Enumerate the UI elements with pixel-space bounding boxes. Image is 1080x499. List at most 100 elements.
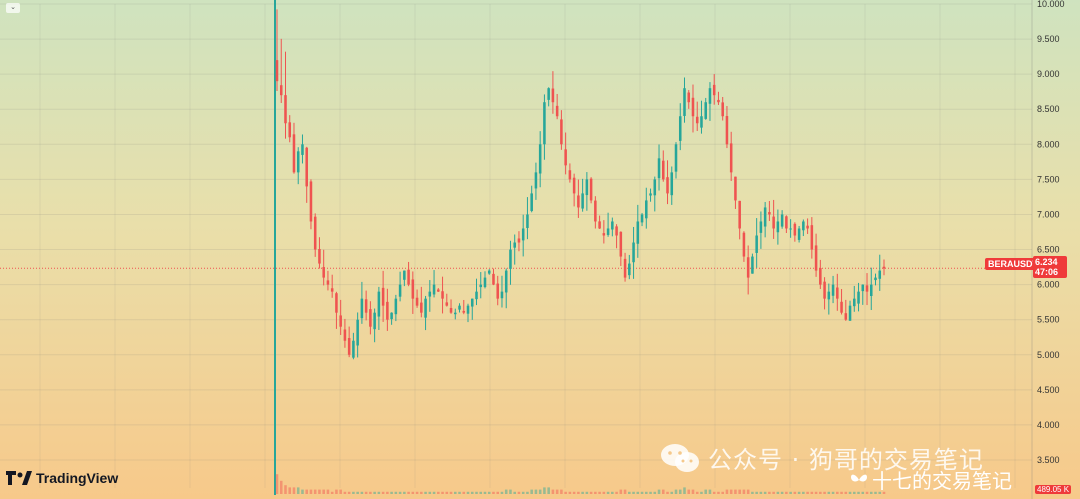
- candle-body: [373, 312, 376, 330]
- volume-bar: [678, 489, 682, 494]
- volume-bar: [347, 491, 351, 494]
- candle-body: [454, 312, 457, 315]
- candle-body: [861, 284, 865, 292]
- candle-body: [526, 214, 529, 229]
- volume-bar: [492, 491, 495, 494]
- volume-bar: [479, 491, 483, 494]
- y-tick-label: 8.500: [1037, 104, 1060, 114]
- candle-body: [793, 223, 797, 236]
- volume-bar: [653, 491, 657, 494]
- volume-bar: [598, 491, 601, 494]
- last-price-box: 6.234 47:06: [1033, 256, 1067, 278]
- candle-body: [848, 305, 852, 321]
- candle-body: [428, 291, 432, 297]
- candle-body: [288, 122, 292, 138]
- volume-bar: [691, 489, 695, 494]
- candle-body: [789, 228, 792, 230]
- candle-body: [780, 214, 784, 227]
- volume-bar: [738, 489, 741, 494]
- volume-bar: [292, 487, 296, 494]
- candle-body: [670, 172, 674, 196]
- volume-bar: [322, 489, 325, 494]
- volume-bar: [466, 491, 470, 494]
- candle-body: [628, 263, 631, 276]
- volume-bar: [309, 489, 313, 494]
- y-tick-label: 5.000: [1037, 350, 1060, 360]
- candle-body: [763, 207, 767, 227]
- volume-bar: [704, 489, 707, 494]
- candle-body: [530, 193, 533, 211]
- candle-body: [687, 92, 691, 103]
- y-tick-label: 4.500: [1037, 385, 1060, 395]
- volume-bar: [530, 489, 533, 494]
- candle-body: [551, 88, 555, 103]
- candle-body: [534, 172, 538, 189]
- volume-bar: [827, 491, 831, 494]
- volume-bar: [377, 491, 381, 494]
- candle-body: [823, 281, 826, 299]
- volume-bar: [721, 491, 724, 494]
- volume-bar: [428, 491, 432, 494]
- volume-bar: [683, 487, 686, 494]
- tradingview-logo[interactable]: TradingView: [6, 470, 118, 486]
- volume-bar: [483, 491, 487, 494]
- candle-body: [492, 273, 495, 285]
- y-tick-label: 6.000: [1037, 280, 1060, 290]
- candle-body: [619, 231, 623, 257]
- volume-bar: [810, 491, 814, 494]
- chevron-down-icon[interactable]: ⌄: [6, 3, 20, 13]
- candle-body: [853, 298, 856, 307]
- candle-body: [360, 298, 364, 319]
- y-tick-label: 9.000: [1037, 69, 1060, 79]
- volume-bar: [577, 491, 580, 494]
- volume-bar: [568, 491, 572, 494]
- candle-body: [844, 313, 848, 320]
- volume-bar: [802, 491, 805, 494]
- volume-bar: [874, 491, 877, 494]
- candle-body: [831, 284, 835, 296]
- candle-body: [869, 284, 873, 297]
- volume-bar: [742, 489, 746, 494]
- volume-bar: [840, 491, 843, 494]
- candle-body: [878, 270, 882, 279]
- countdown: 47:06: [1035, 267, 1059, 277]
- candle-body: [581, 193, 584, 209]
- volume-bar: [305, 489, 308, 494]
- volume-bar: [381, 491, 385, 494]
- volume-bar: [661, 489, 665, 494]
- volume-bar: [831, 491, 835, 494]
- volume-bar: [768, 491, 771, 494]
- volume-bar: [398, 491, 402, 494]
- candle-body: [318, 249, 321, 264]
- volume-bar: [373, 491, 376, 494]
- candle-body: [330, 288, 334, 292]
- candle-body: [810, 225, 814, 250]
- candle-body: [602, 233, 606, 236]
- candle-body: [594, 200, 597, 222]
- volume-bar: [645, 491, 648, 494]
- candle-body: [407, 269, 410, 285]
- candle-body: [865, 285, 869, 292]
- volume-bar: [517, 491, 521, 494]
- volume-bar: [585, 491, 589, 494]
- candle-body: [704, 102, 707, 119]
- volume-bar: [657, 489, 661, 494]
- volume-bar: [390, 491, 393, 494]
- volume-bar: [352, 491, 355, 494]
- volume-bar: [687, 489, 691, 494]
- volume-bar: [364, 491, 368, 494]
- volume-bar: [636, 491, 640, 494]
- volume-bar: [814, 491, 818, 494]
- volume-bar: [424, 491, 427, 494]
- volume-bar: [509, 489, 512, 494]
- candle-body: [513, 242, 516, 248]
- candle-body: [742, 232, 746, 257]
- volume-bar: [869, 491, 873, 494]
- volume-bar: [343, 491, 347, 494]
- volume-bar: [500, 491, 504, 494]
- y-tick-label: 6.500: [1037, 245, 1060, 255]
- candle-body: [695, 116, 699, 124]
- volume-bar: [836, 491, 839, 494]
